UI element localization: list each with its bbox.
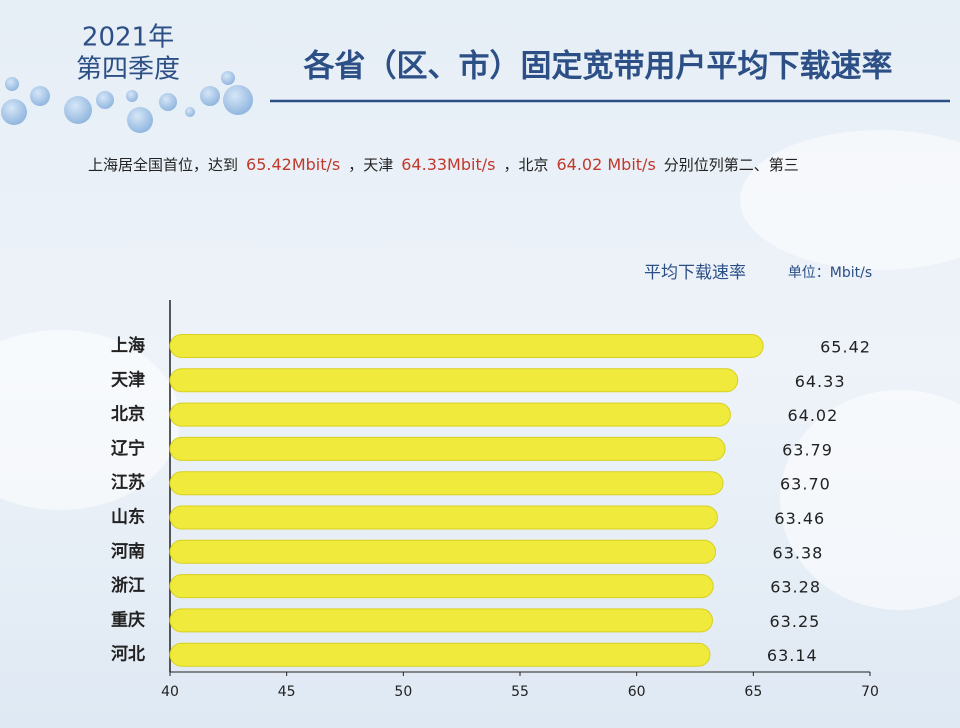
bar [169,471,724,496]
y-tick-label: 河北 [111,645,145,665]
chart-title: 各省（区、市）固定宽带用户平均下载速率 [303,49,893,85]
value-label: 63.70 [780,475,831,494]
x-tick-label: 65 [744,684,762,700]
x-tick-label: 55 [511,684,529,700]
bar [169,608,713,633]
subtitle-part: ，北京 [503,156,548,174]
series-label: 平均下载速率 [644,263,746,283]
bar [169,539,717,564]
y-tick-label: 河南 [111,541,145,562]
x-tick-label: 45 [278,684,296,700]
bubbles [1,71,253,133]
value-label: 63.46 [774,509,825,528]
subtitle: 上海居全国首位，达到 65.42Mbit/s ，天津 64.33Mbit/s ，北京 64… [88,155,799,174]
bar [169,368,739,393]
y-tick-label: 辽宁 [111,438,145,459]
value-label: 65.42 [820,338,871,357]
subtitle-part: 上海居全国首位，达到 [88,156,238,174]
value-label: 63.25 [770,612,821,631]
bar [169,642,711,667]
y-tick-label: 上海 [111,335,145,356]
value-label: 64.02 [787,406,838,425]
value-label: 63.79 [782,440,833,459]
subtitle-part: 64.33Mbit/s [401,155,495,174]
x-tick-label: 70 [861,684,879,700]
y-tick-label: 重庆 [111,609,145,630]
subtitle-part: 分别位列第二、第三 [664,156,799,174]
value-label: 63.38 [773,543,824,562]
y-tick-label: 北京 [111,404,145,425]
bar [169,402,731,427]
value-label: 63.28 [770,578,821,597]
y-tick-label: 浙江 [111,575,145,596]
bar [169,574,714,599]
y-tick-label: 山东 [111,507,145,528]
unit-label: 单位：Mbit/s [788,265,872,281]
bar [169,505,718,530]
subtitle-part: 64.02 Mbit/s [556,155,655,174]
y-tick-label: 江苏 [111,472,145,493]
y-tick-label: 天津 [111,369,145,390]
x-tick-label: 60 [628,684,646,700]
clouds [0,130,960,610]
x-tick-label: 50 [394,684,412,700]
value-label: 64.33 [795,372,846,391]
year-label: 2021年 [82,23,174,53]
subtitle-part: 65.42Mbit/s [246,155,340,174]
subtitle-part: ，天津 [348,156,393,174]
x-tick-label: 40 [161,684,179,700]
bar [169,436,726,461]
value-label: 63.14 [767,646,818,665]
quarter-label: 第四季度 [76,55,180,85]
bar [169,334,764,358]
